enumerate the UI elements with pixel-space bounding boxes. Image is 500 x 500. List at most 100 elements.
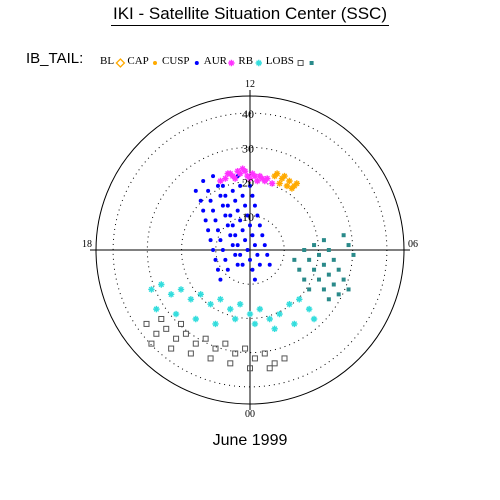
data-point bbox=[243, 203, 248, 208]
data-point bbox=[250, 267, 255, 272]
data-point bbox=[261, 177, 268, 185]
data-point bbox=[187, 350, 194, 357]
data-point bbox=[217, 177, 224, 185]
data-point bbox=[302, 248, 307, 252]
data-point bbox=[326, 297, 331, 302]
date-label: June 1999 bbox=[212, 432, 288, 449]
data-point bbox=[228, 213, 233, 218]
clock-label-top: 12 bbox=[245, 79, 255, 90]
data-point bbox=[252, 243, 257, 248]
data-point bbox=[242, 345, 249, 352]
data-point bbox=[346, 287, 351, 292]
data-point bbox=[241, 167, 249, 175]
data-point bbox=[268, 180, 276, 187]
data-point bbox=[257, 262, 262, 267]
data-point bbox=[238, 183, 243, 188]
data-point bbox=[192, 315, 199, 323]
data-point bbox=[286, 177, 293, 185]
data-point bbox=[276, 310, 283, 318]
data-point bbox=[321, 262, 326, 267]
data-point bbox=[153, 305, 160, 313]
data-point bbox=[172, 310, 180, 318]
data-point bbox=[251, 320, 259, 328]
data-point bbox=[250, 193, 255, 198]
data-point bbox=[236, 301, 244, 308]
legend-label-aur: AUR bbox=[204, 55, 228, 67]
legend-label-cap: CAP bbox=[127, 55, 148, 67]
data-point bbox=[254, 177, 261, 185]
data-point bbox=[264, 175, 271, 182]
data-point bbox=[215, 183, 220, 188]
data-point bbox=[230, 188, 235, 193]
legend-marker bbox=[255, 59, 262, 67]
data-point bbox=[192, 340, 199, 347]
data-point bbox=[248, 223, 252, 228]
data-point bbox=[271, 325, 278, 333]
data-point bbox=[182, 330, 189, 337]
data-point bbox=[316, 277, 321, 282]
data-point bbox=[233, 233, 238, 238]
data-point bbox=[312, 243, 317, 248]
data-point bbox=[249, 170, 256, 177]
data-point bbox=[261, 350, 268, 357]
data-point bbox=[244, 172, 251, 180]
data-point bbox=[266, 315, 273, 323]
clock-label-left: 18 bbox=[82, 239, 92, 250]
data-point bbox=[346, 243, 351, 248]
page-title-text: IKI - Satellite Situation Center (SSC) bbox=[110, 4, 389, 26]
legend-marker bbox=[228, 59, 235, 67]
data-point bbox=[230, 243, 235, 248]
data-point bbox=[197, 291, 204, 298]
data-point bbox=[307, 257, 312, 262]
data-point bbox=[225, 203, 230, 208]
data-point bbox=[220, 203, 225, 208]
data-point bbox=[233, 198, 238, 203]
data-point bbox=[281, 355, 288, 362]
series-bl bbox=[271, 170, 301, 192]
legend-marker bbox=[194, 61, 199, 65]
data-point bbox=[257, 223, 262, 228]
data-point bbox=[229, 172, 236, 180]
data-point bbox=[251, 172, 259, 180]
data-point bbox=[260, 233, 265, 238]
data-point bbox=[228, 233, 233, 238]
data-point bbox=[278, 175, 286, 182]
data-point bbox=[220, 248, 225, 252]
data-point bbox=[262, 243, 267, 248]
data-point bbox=[201, 208, 206, 213]
data-point bbox=[158, 281, 165, 288]
data-point bbox=[321, 238, 326, 243]
data-point bbox=[203, 218, 208, 223]
data-point bbox=[273, 170, 281, 177]
data-point bbox=[208, 198, 213, 203]
data-point bbox=[222, 340, 229, 347]
data-point bbox=[252, 203, 257, 208]
data-point bbox=[243, 238, 248, 243]
data-point bbox=[271, 172, 278, 180]
data-point bbox=[208, 238, 213, 243]
data-point bbox=[223, 193, 228, 198]
data-point bbox=[256, 305, 264, 313]
data-point bbox=[238, 218, 243, 223]
legend-marker bbox=[153, 61, 157, 65]
data-point bbox=[292, 257, 297, 262]
data-point bbox=[336, 292, 341, 297]
data-point bbox=[232, 350, 239, 357]
radial-tick-label: 40 bbox=[242, 107, 254, 121]
data-point bbox=[331, 257, 336, 262]
data-point bbox=[248, 183, 252, 188]
data-point bbox=[302, 277, 307, 282]
data-point bbox=[198, 198, 203, 203]
data-point bbox=[286, 301, 293, 308]
data-point bbox=[193, 188, 198, 193]
data-point bbox=[336, 267, 341, 272]
data-point bbox=[326, 248, 331, 252]
data-point bbox=[167, 291, 175, 298]
data-point bbox=[307, 287, 312, 292]
series-aur bbox=[217, 165, 276, 187]
data-point bbox=[297, 267, 302, 272]
data-point bbox=[227, 360, 234, 367]
legend-marker bbox=[297, 60, 304, 66]
data-point bbox=[225, 223, 230, 228]
